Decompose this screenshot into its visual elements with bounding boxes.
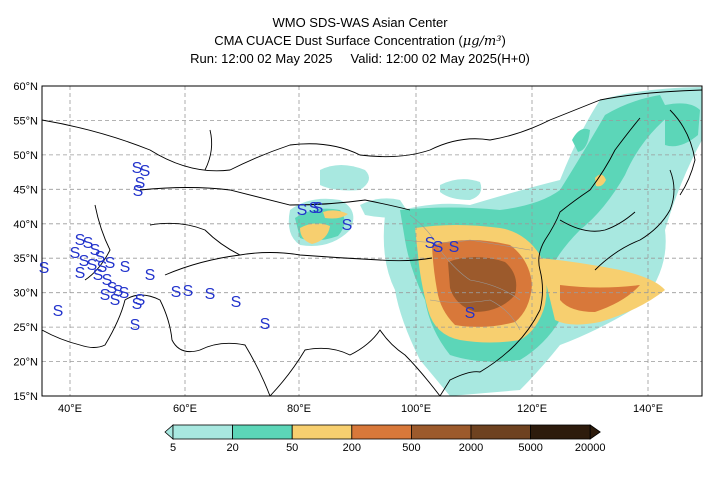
dust-storm-symbol: S (140, 163, 151, 180)
dust-storm-symbol: S (70, 245, 81, 262)
center-name: WMO SDS-WAS Asian Center (272, 15, 448, 30)
dust-storm-symbol: S (120, 259, 131, 276)
colorbar-swatch (470, 424, 531, 440)
colorbar-swatch (351, 424, 412, 440)
dust-field (288, 87, 702, 396)
dust-storm-symbol: S (90, 242, 101, 259)
title-line-times: Run: 12:00 02 May 2025 Valid: 12:00 02 M… (0, 50, 720, 68)
dust-storm-symbol: S (83, 235, 94, 252)
lon-label: 140°E (633, 403, 663, 415)
map-frame (41, 85, 703, 397)
dust-storm-symbol: S (130, 317, 141, 334)
colorbar-label: 200 (342, 442, 361, 454)
dust-storm-symbol: S (171, 284, 182, 301)
dust-storm-symbol: S (105, 255, 116, 272)
dust-storm-symbol: S (449, 239, 460, 256)
graticule (42, 86, 702, 396)
valid-time: Valid: 12:00 02 May 2025(H+0) (350, 51, 530, 66)
lat-label: 55°N (13, 115, 38, 127)
dust-storm-symbol: S (53, 303, 64, 320)
lat-label: 40°N (13, 219, 38, 231)
unit-label: μg/m³ (462, 34, 502, 49)
lat-label: 30°N (13, 288, 38, 300)
dust-storm-symbol: S (135, 175, 146, 192)
dust-storm-symbol: S (297, 202, 308, 219)
dust-storm-symbol: S (75, 265, 86, 282)
lat-label: 25°N (13, 322, 38, 334)
lat-label: 35°N (13, 253, 38, 265)
latitude-labels: 60°N 55°N 50°N 45°N 40°N 35°N 30°N 25°N 20°N 15°N (13, 81, 38, 403)
colorbar-label: 20000 (574, 442, 606, 454)
colorbar-swatch (530, 424, 591, 440)
dust-storm-symbol: S (75, 232, 86, 249)
lon-label: 100°E (401, 403, 431, 415)
lat-label: 60°N (13, 81, 38, 93)
dust-storm-symbol: S (425, 235, 436, 252)
borders (42, 89, 702, 396)
colorbar-swatch (172, 424, 233, 440)
dust-storm-symbol: S (342, 217, 353, 234)
colorbar-label: 50 (286, 442, 299, 454)
dust-storm-symbol: S (95, 249, 106, 266)
dust-storm-symbol: S (309, 200, 320, 217)
lon-label: 80°E (287, 403, 311, 415)
dust-storm-symbol: S (132, 160, 143, 177)
dust-storm-symbol: S (87, 257, 98, 274)
colorbar-label: 2000 (458, 442, 484, 454)
unit-close: ) (501, 33, 506, 48)
dust-storm-symbol: S (465, 305, 476, 322)
dust-storm-symbol: S (110, 292, 121, 309)
colorbar-swatch (410, 424, 472, 440)
lat-label: 45°N (13, 184, 38, 196)
colorbar-label: 500 (402, 442, 421, 454)
lat-label: 50°N (13, 150, 38, 162)
colorbar-swatch (291, 424, 353, 440)
lon-label: 120°E (517, 403, 547, 415)
colorbar-label: 20 (226, 442, 239, 454)
colorbar-swatch (232, 424, 293, 440)
dust-storm-symbol: S (133, 183, 144, 200)
longitude-labels: 40°E 60°E 80°E 100°E 120°E 140°E (58, 403, 663, 415)
dust-storm-symbol: S (183, 283, 194, 300)
dust-storm-symbol: S (97, 259, 108, 276)
product-name: CMA CUACE Dust Surface Concentration ( (214, 33, 463, 48)
dust-storm-symbol: S (102, 272, 113, 289)
dust-storm-symbol: S (231, 294, 242, 311)
dust-storm-symbol: S (132, 296, 143, 313)
province-lines (404, 214, 531, 331)
dust-storm-symbol: S (260, 316, 271, 333)
dust-storm-symbol: S (119, 285, 130, 302)
colorbar (164, 424, 601, 440)
lon-label: 60°E (173, 403, 197, 415)
run-time: Run: 12:00 02 May 2025 (190, 51, 333, 66)
dust-storm-symbol: S (145, 267, 156, 284)
dust-storm-symbol: S (113, 283, 124, 300)
lat-label: 20°N (13, 357, 38, 369)
dust-storm-symbol: S (107, 280, 118, 297)
dust-storm-symbol: S (93, 267, 104, 284)
colorbar-label: 5 (169, 442, 177, 454)
dust-storm-symbol: S (135, 292, 146, 309)
dust-storm-symbol: S (100, 287, 111, 304)
dust-storm-symbol: S (433, 239, 444, 256)
colorbar-high-arrow (589, 424, 601, 440)
colorbar-low-arrow (164, 424, 174, 440)
title-line-product: CMA CUACE Dust Surface Concentration (μg… (0, 32, 720, 51)
colorbar-label: 5000 (518, 442, 543, 454)
dust-storm-symbol: S (313, 200, 324, 217)
title-line-center: WMO SDS-WAS Asian Center (0, 14, 720, 32)
dust-storm-symbol: S (79, 253, 90, 270)
lon-label: 40°E (58, 403, 82, 415)
dust-storm-symbol: S (39, 260, 50, 277)
dust-storm-symbol: S (205, 286, 216, 303)
lat-label: 15°N (13, 391, 38, 403)
